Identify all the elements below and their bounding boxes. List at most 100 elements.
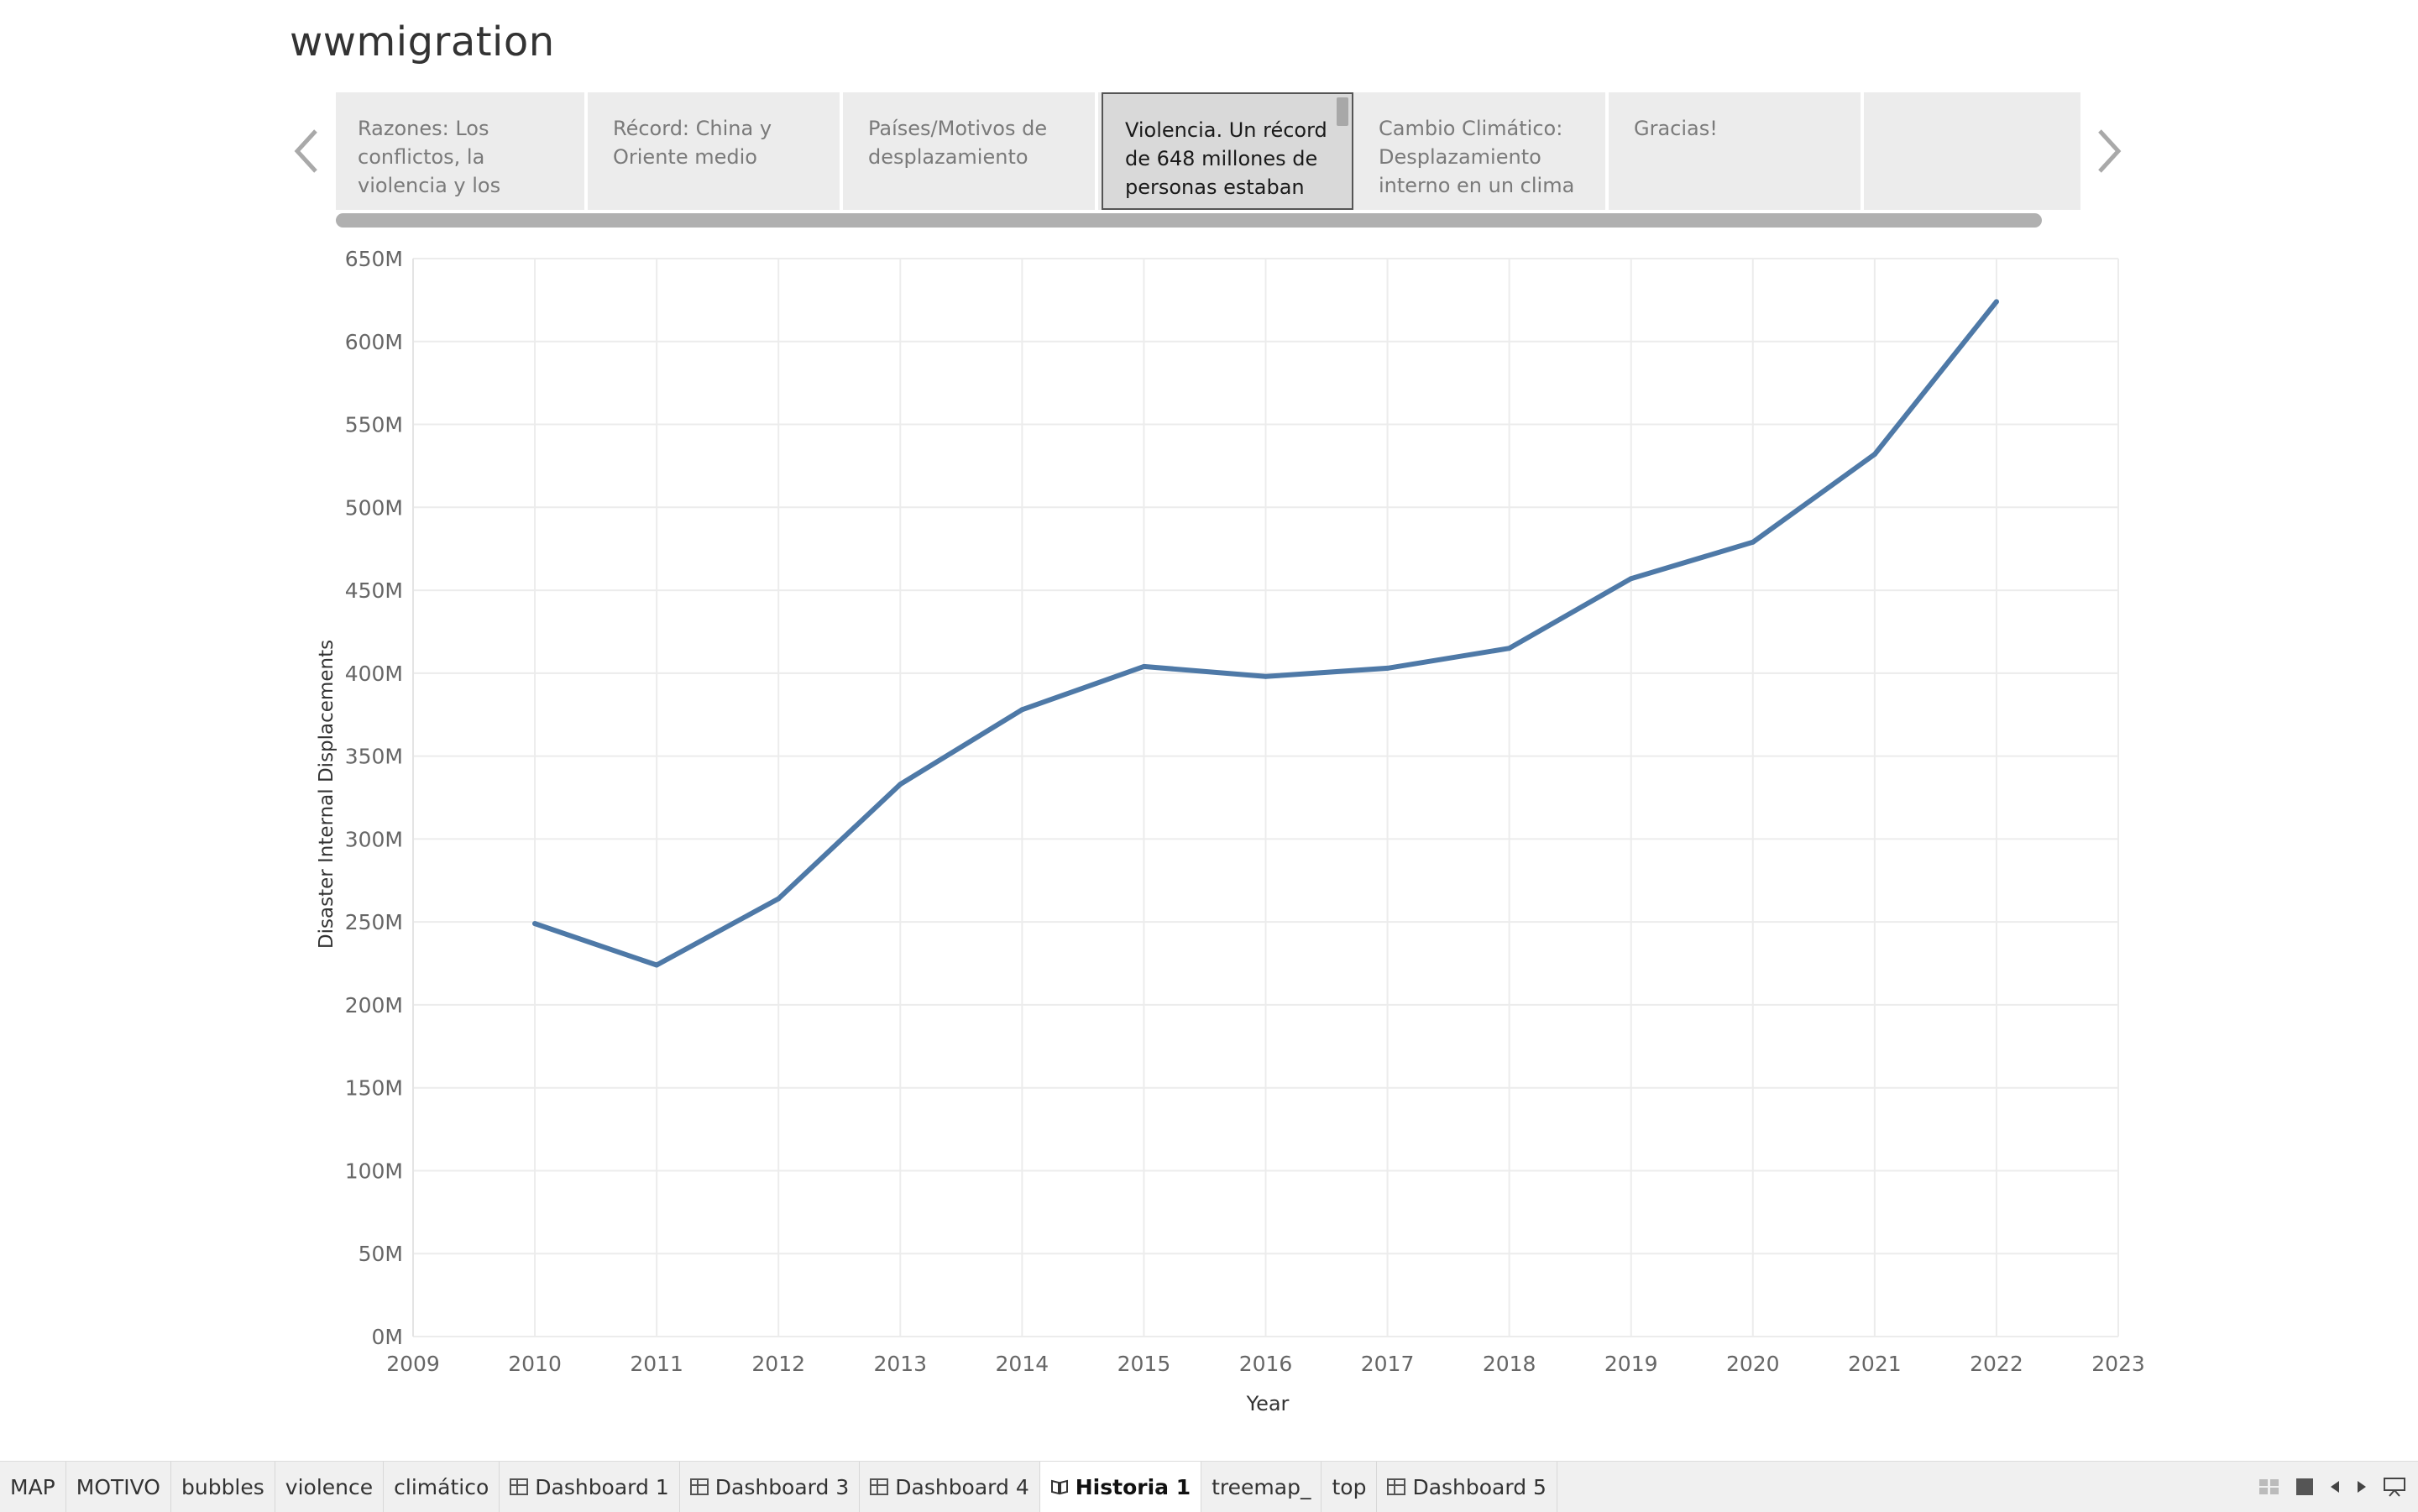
chevron-right-icon [2098, 129, 2122, 173]
x-tick-label: 2013 [873, 1352, 927, 1376]
data-point[interactable] [1993, 299, 1999, 305]
story-point-paises[interactable]: Países/Motivos de desplazamiento [846, 92, 1098, 210]
story-navigator: Razones: Los conflictos, la violencia y … [336, 92, 2080, 210]
y-tick-label: 50M [359, 1242, 403, 1266]
story-point-record[interactable]: Récord: China y Oriente medio [591, 92, 843, 210]
sheet-tab-dashboard-1[interactable]: Dashboard 1 [500, 1462, 680, 1512]
sheet-tab-map[interactable]: MAP [0, 1462, 66, 1512]
sheet-tab-label: MAP [10, 1474, 55, 1499]
caption-scrollbar[interactable] [1337, 97, 1348, 126]
story-title: wwmigration [290, 18, 555, 65]
sheet-controls [2258, 1462, 2418, 1512]
sheet-tab-label: treemap_ [1212, 1474, 1311, 1499]
sheet-tab-top[interactable]: top [1322, 1462, 1378, 1512]
story-point-caption: Países/Motivos de desplazamiento [868, 117, 1048, 169]
x-tick-label: 2009 [386, 1352, 440, 1376]
dashboard-icon [689, 1478, 709, 1495]
sheet-tab-bar: MAP MOTIVO bubbles violence climático Dashboa… [0, 1461, 2418, 1512]
previous-story-point-button[interactable] [290, 126, 323, 176]
y-tick-label: 250M [345, 910, 403, 934]
story-point-empty[interactable] [1867, 92, 2080, 210]
y-tick-label: 650M [345, 247, 403, 271]
x-tick-label: 2016 [1239, 1352, 1293, 1376]
data-point[interactable] [1141, 663, 1147, 669]
data-point[interactable] [898, 782, 903, 787]
y-axis-label: Disaster Internal Displacements [316, 640, 338, 949]
x-tick-label: 2012 [751, 1352, 805, 1376]
sheet-tab-historia-1[interactable]: Historia 1 [1039, 1462, 1202, 1512]
y-tick-label: 450M [345, 578, 403, 603]
data-point[interactable] [776, 896, 782, 902]
x-tick-label: 2015 [1117, 1352, 1171, 1376]
story-point-caption: Gracias! [1634, 117, 1718, 140]
prev-sheet-icon[interactable] [2329, 1479, 2341, 1494]
x-tick-label: 2022 [1970, 1352, 2023, 1376]
sheet-tab-dashboard-4[interactable]: Dashboard 4 [860, 1462, 1040, 1512]
sheet-tab-label: bubbles [181, 1474, 264, 1499]
x-tick-label: 2023 [2091, 1352, 2145, 1376]
data-point[interactable] [1263, 673, 1269, 679]
data-point[interactable] [1871, 452, 1877, 458]
sheet-tab-label: Dashboard 3 [714, 1474, 850, 1499]
x-tick-label: 2014 [996, 1352, 1049, 1376]
story-point-caption: Violencia. Un récord de 648 millones de … [1125, 118, 1327, 199]
x-tick-label: 2020 [1726, 1352, 1780, 1376]
data-point[interactable] [1506, 646, 1512, 651]
sheet-tab-violence[interactable]: violence [275, 1462, 385, 1512]
data-point[interactable] [532, 921, 538, 927]
story-point-caption: Cambio Climático: Desplazamiento interno… [1379, 117, 1575, 197]
dashboard-icon [1387, 1478, 1406, 1495]
data-point[interactable] [1384, 665, 1390, 671]
data-point[interactable] [1750, 539, 1756, 545]
data-point[interactable] [1019, 707, 1025, 713]
story-point-caption: Récord: China y Oriente medio [613, 117, 772, 169]
x-tick-label: 2018 [1483, 1352, 1536, 1376]
y-tick-label: 150M [345, 1076, 403, 1101]
next-sheet-icon[interactable] [2356, 1479, 2368, 1494]
dashboard-icon [510, 1478, 529, 1495]
x-tick-label: 2021 [1848, 1352, 1902, 1376]
y-tick-label: 0M [372, 1325, 403, 1349]
y-tick-label: 300M [345, 827, 403, 851]
y-tick-label: 100M [345, 1159, 403, 1183]
sheet-tab-clim-tico[interactable]: climático [384, 1462, 500, 1512]
x-tick-label: 2017 [1361, 1352, 1415, 1376]
y-tick-label: 200M [345, 993, 403, 1018]
story-point-cambio-climatico[interactable]: Cambio Climático: Desplazamiento interno… [1357, 92, 1609, 210]
sheet-tab-treemap[interactable]: treemap_ [1201, 1462, 1322, 1512]
x-tick-label: 2019 [1604, 1352, 1658, 1376]
next-story-point-button[interactable] [2092, 126, 2126, 176]
presentation-mode-icon[interactable] [2383, 1477, 2406, 1497]
data-point[interactable] [1628, 576, 1634, 582]
filmstrip-icon[interactable] [2295, 1478, 2314, 1496]
story-point-violencia[interactable]: Violencia. Un récord de 648 millones de … [1102, 92, 1353, 210]
story-navigator-scrollbar[interactable] [336, 213, 2042, 228]
data-point[interactable] [654, 962, 660, 968]
sheet-tab-label: violence [285, 1474, 374, 1499]
sheet-tab-label: MOTIVO [76, 1474, 160, 1499]
y-tick-label: 550M [345, 413, 403, 437]
sheet-tab-motivo[interactable]: MOTIVO [66, 1462, 171, 1512]
chevron-left-icon [294, 129, 317, 173]
story-point-gracias[interactable]: Gracias! [1612, 92, 1864, 210]
dashboard-icon [870, 1478, 889, 1495]
sheet-tab-dashboard-5[interactable]: Dashboard 5 [1377, 1462, 1557, 1512]
sheet-tab-label: Dashboard 1 [535, 1474, 669, 1499]
sheet-tab-bubbles[interactable]: bubbles [171, 1462, 275, 1512]
story-point-razones[interactable]: Razones: Los conflictos, la violencia y … [336, 92, 588, 210]
y-tick-label: 350M [345, 745, 403, 769]
sheet-tab-label: Dashboard 4 [895, 1474, 1029, 1499]
y-tick-label: 500M [345, 495, 403, 520]
story-icon [1050, 1478, 1069, 1495]
y-tick-label: 600M [345, 330, 403, 354]
story-point-caption: Razones: Los conflictos, la violencia y … [358, 117, 501, 197]
sheet-tab-label: Dashboard 5 [1412, 1474, 1547, 1499]
x-tick-label: 2010 [508, 1352, 562, 1376]
sheet-tab-label: top [1332, 1474, 1367, 1499]
sheet-sorter-icon[interactable] [2258, 1478, 2280, 1495]
x-tick-label: 2011 [630, 1352, 683, 1376]
sheet-tab-label: climático [394, 1474, 489, 1499]
line-chart: 650M 600M 550M 500M 450M 400M 350M 300M 250M 200M… [316, 247, 2145, 1415]
sheet-tab-dashboard-3[interactable]: Dashboard 3 [680, 1462, 861, 1512]
y-tick-label: 400M [345, 662, 403, 686]
